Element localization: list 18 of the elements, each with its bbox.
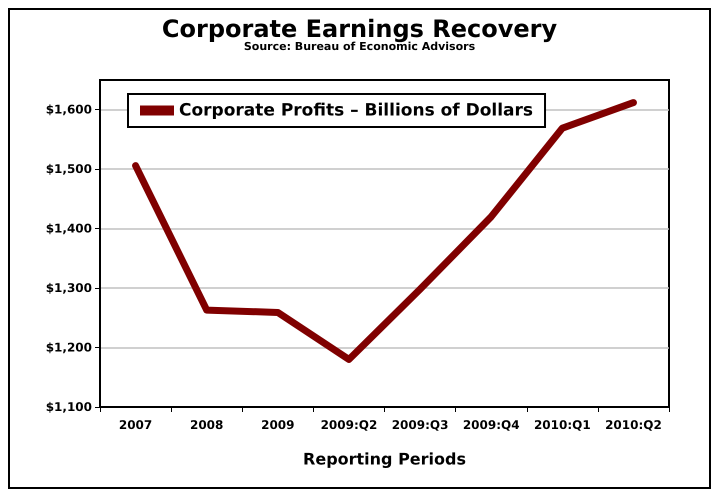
- x-tick-label: 2008: [190, 418, 224, 432]
- y-tick-label: $1,200: [46, 340, 92, 355]
- y-tick-label: $1,500: [46, 162, 92, 176]
- x-tick-label: 2010:Q2: [605, 418, 662, 432]
- x-tick-label: 2009:Q4: [462, 418, 520, 432]
- x-tick-label: 2010:Q1: [534, 418, 591, 432]
- chart-subtitle: Source: Bureau of Economic Advisors: [244, 40, 476, 53]
- chart-title: Corporate Earnings Recovery: [162, 15, 558, 43]
- x-tick-label: 2009: [261, 418, 295, 432]
- x-axis-title: Reporting Periods: [303, 450, 466, 468]
- y-tick-label: $1,600: [46, 102, 92, 117]
- x-tick-label: 2009:Q3: [392, 418, 448, 432]
- y-tick-label: $1,100: [46, 400, 92, 414]
- legend-label: Corporate Profits – Billions of Dollars: [179, 100, 534, 120]
- y-tick-label: $1,300: [46, 281, 92, 296]
- x-tick-label: 2009:Q2: [320, 418, 378, 432]
- y-tick-label: $1,400: [46, 222, 92, 236]
- x-tick-label: 2007: [118, 418, 152, 432]
